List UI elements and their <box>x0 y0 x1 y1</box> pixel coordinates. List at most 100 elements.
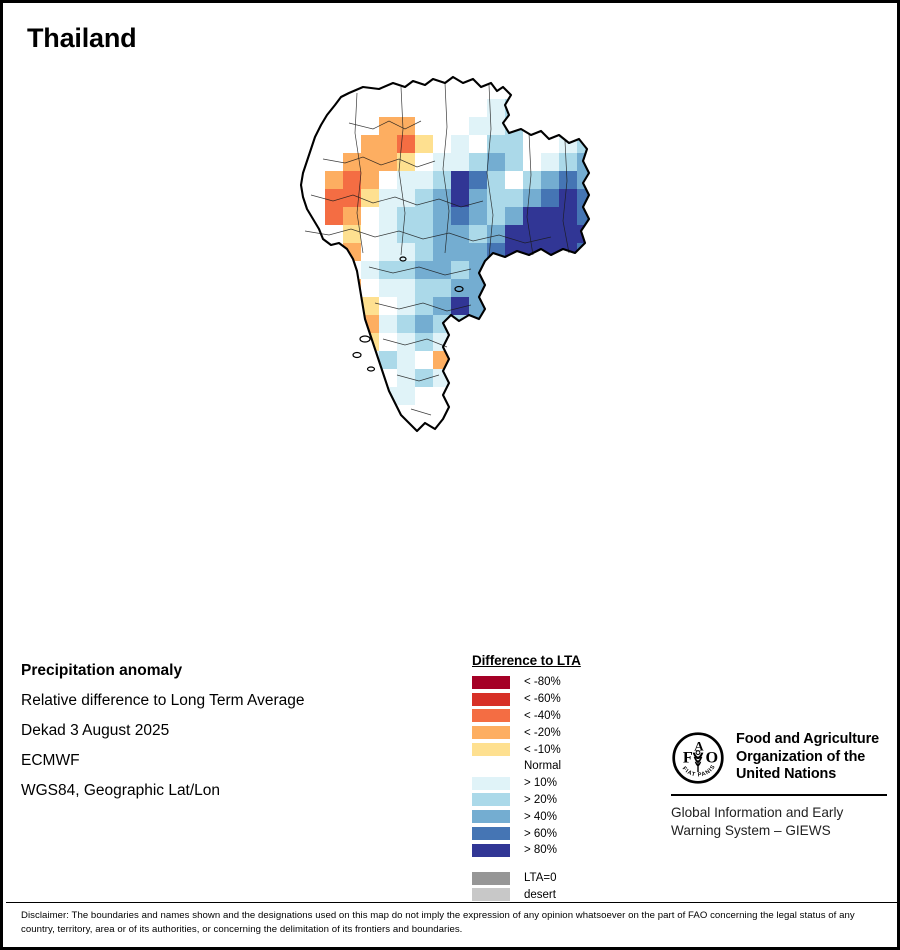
legend-entry-6[interactable]: > 10% <box>472 775 662 792</box>
legend-entry-1[interactable]: < -60% <box>472 691 662 708</box>
anomaly-cell <box>487 279 505 297</box>
legend-entry-5[interactable]: Normal <box>472 758 662 775</box>
legend-extra-0[interactable]: LTA=0 <box>472 870 662 887</box>
legend-extra-1[interactable]: desert <box>472 887 662 904</box>
anomaly-cell <box>343 297 361 315</box>
anomaly-cell <box>379 243 397 261</box>
anomaly-cell <box>541 171 559 189</box>
legend-entry-2[interactable]: < -40% <box>472 708 662 725</box>
anomaly-cell <box>379 171 397 189</box>
anomaly-cell <box>451 189 469 207</box>
anomaly-cell <box>613 135 631 153</box>
anomaly-cell <box>505 261 523 279</box>
anomaly-cell <box>397 603 415 621</box>
anomaly-cell <box>613 81 631 99</box>
anomaly-cell <box>343 351 361 369</box>
caption-line-2: Dekad 3 August 2025 <box>21 721 170 739</box>
anomaly-cell <box>307 477 325 495</box>
anomaly-cell <box>451 225 469 243</box>
anomaly-cell <box>379 513 397 531</box>
map-canvas <box>289 75 631 633</box>
svg-text:F: F <box>683 748 693 766</box>
anomaly-cell <box>433 279 451 297</box>
anomaly-cell <box>343 531 361 549</box>
anomaly-cell <box>577 225 589 243</box>
anomaly-cell <box>397 333 415 351</box>
anomaly-cell <box>433 297 451 315</box>
anomaly-cell <box>541 189 559 207</box>
legend-entry-0[interactable]: < -80% <box>472 674 662 691</box>
legend-entry-label: Normal <box>524 760 562 773</box>
anomaly-cell <box>307 495 325 513</box>
legend-entry-swatch <box>472 810 510 824</box>
anomaly-cell <box>487 99 505 117</box>
anomaly-cell <box>577 243 589 261</box>
fao-branding: F A O FIAT PANIS Food and Agriculture Or… <box>671 731 887 840</box>
anomaly-cell <box>595 279 613 297</box>
anomaly-cell <box>397 621 415 633</box>
anomaly-cell <box>415 369 433 387</box>
anomaly-cell <box>487 297 505 315</box>
legend-entry-label: > 10% <box>524 777 557 790</box>
thailand-choropleth-map[interactable] <box>253 63 673 633</box>
legend-entry-4[interactable]: < -10% <box>472 741 662 758</box>
anomaly-cell <box>433 207 451 225</box>
legend-entry-swatch <box>472 743 510 757</box>
legend-entry-3[interactable]: < -20% <box>472 724 662 741</box>
anomaly-cell <box>379 117 397 135</box>
anomaly-cell <box>505 189 523 207</box>
anomaly-cell <box>343 477 361 495</box>
anomaly-cell <box>469 171 487 189</box>
anomaly-cell <box>487 225 505 243</box>
anomaly-cell <box>343 441 361 459</box>
anomaly-cell <box>325 207 343 225</box>
anomaly-cell <box>415 279 433 297</box>
legend-entry-swatch <box>472 827 510 841</box>
anomaly-cell <box>325 549 343 567</box>
anomaly-cell <box>343 333 361 351</box>
anomaly-cell <box>469 351 487 369</box>
anomaly-cell <box>451 261 469 279</box>
anomaly-cell <box>307 531 325 549</box>
anomaly-cell <box>343 495 361 513</box>
anomaly-cell <box>415 315 433 333</box>
legend-entry-7[interactable]: > 20% <box>472 792 662 809</box>
legend-entry-9[interactable]: > 60% <box>472 825 662 842</box>
anomaly-cell <box>523 279 541 297</box>
anomaly-cell <box>379 279 397 297</box>
anomaly-cell <box>541 297 559 315</box>
anomaly-cell <box>343 315 361 333</box>
legend-entry-swatch <box>472 675 510 689</box>
anomaly-cell <box>505 315 523 333</box>
anomaly-cell <box>451 297 469 315</box>
anomaly-cell <box>361 207 379 225</box>
anomaly-cell <box>487 315 505 333</box>
anomaly-cell <box>559 315 577 333</box>
anomaly-cell <box>415 603 433 621</box>
anomaly-cell <box>397 135 415 153</box>
anomaly-cell <box>289 531 307 549</box>
caption-line-0: Precipitation anomaly <box>21 661 183 679</box>
legend-entry-swatch <box>472 843 510 857</box>
anomaly-cell <box>487 387 505 405</box>
anomaly-cell <box>343 225 361 243</box>
anomaly-cell <box>379 567 397 585</box>
anomaly-cell <box>397 117 415 135</box>
anomaly-cell <box>415 171 433 189</box>
anomaly-cell <box>523 315 541 333</box>
anomaly-cell <box>523 243 541 261</box>
anomaly-cell <box>469 207 487 225</box>
anomaly-cell <box>397 297 415 315</box>
legend-entry-8[interactable]: > 40% <box>472 808 662 825</box>
anomaly-cell <box>613 225 631 243</box>
anomaly-cell <box>595 153 613 171</box>
legend-entry-label: > 80% <box>524 844 557 857</box>
anomaly-cell <box>343 153 361 171</box>
legend-extra-list: LTA=0 desert <box>472 870 662 904</box>
anomaly-cell <box>397 225 415 243</box>
anomaly-cell <box>469 387 487 405</box>
anomaly-cell <box>379 207 397 225</box>
anomaly-cell <box>451 279 469 297</box>
legend-entry-10[interactable]: > 80% <box>472 842 662 859</box>
anomaly-cell <box>469 333 487 351</box>
